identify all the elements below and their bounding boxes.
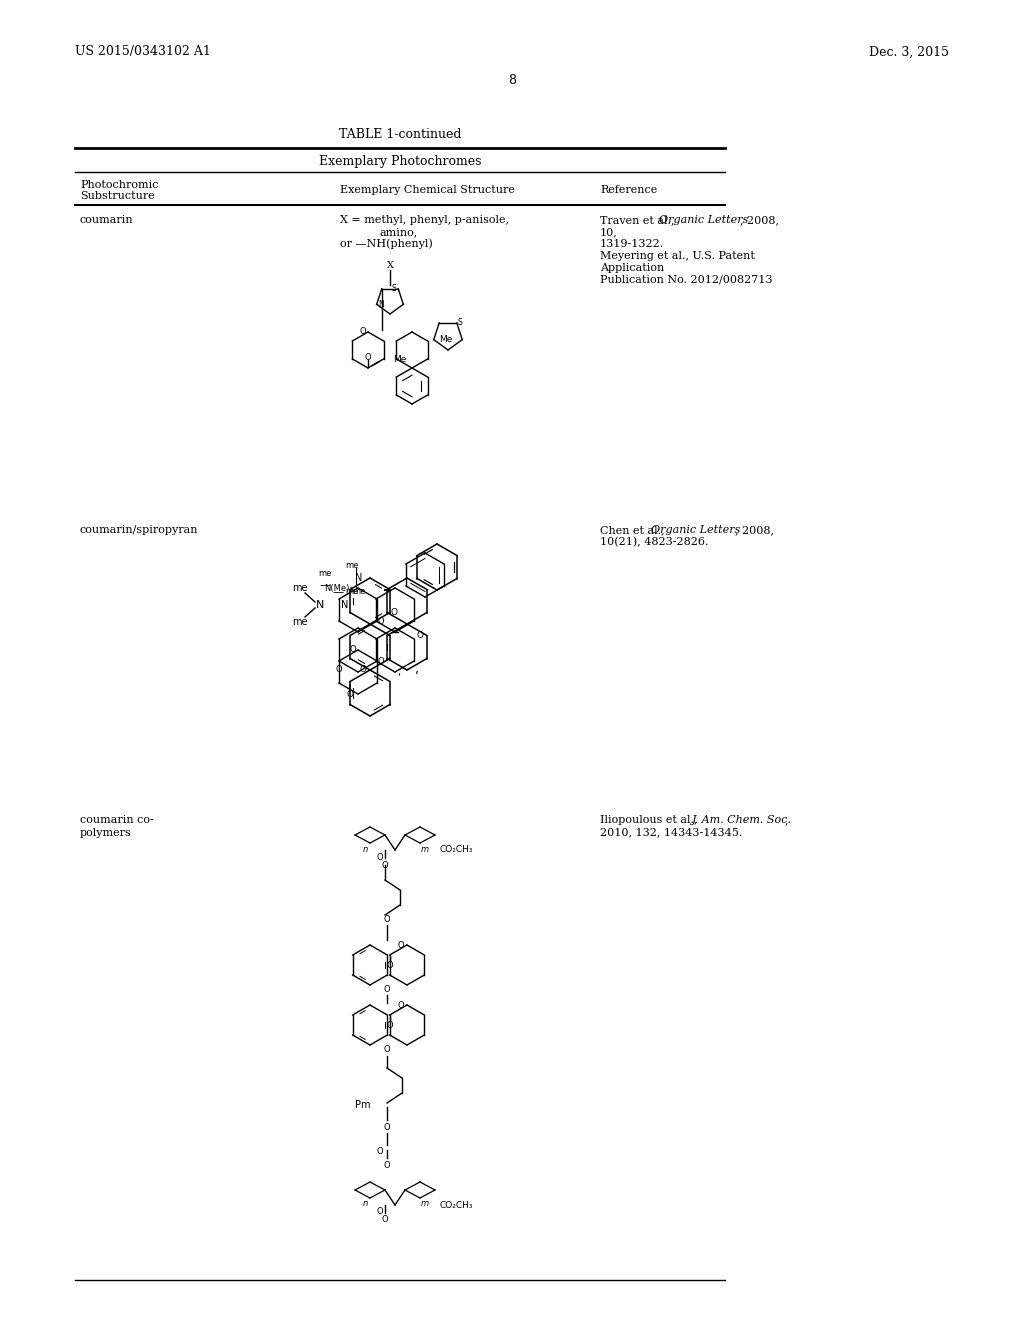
Text: Exemplary Chemical Structure: Exemplary Chemical Structure [340,185,515,195]
Text: O: O [349,645,356,655]
Text: Application: Application [600,263,665,273]
Text: me: me [318,569,332,578]
Text: X = methyl, phenyl, p-anisole,: X = methyl, phenyl, p-anisole, [340,215,509,224]
Text: coumarin: coumarin [80,215,133,224]
Text: —: — [333,587,344,597]
Text: O: O [384,1045,390,1055]
Text: Pm: Pm [355,1100,371,1110]
Text: or —NH(phenyl): or —NH(phenyl) [340,239,433,249]
Text: CO₂CH₃: CO₂CH₃ [440,846,473,854]
Text: Organic Letters: Organic Letters [659,215,749,224]
Text: n: n [362,1200,368,1209]
Text: N: N [341,601,349,610]
Text: polymers: polymers [80,828,132,838]
Text: m: m [421,845,429,854]
Text: Reference: Reference [600,185,657,195]
Text: me: me [292,583,308,593]
Text: O: O [386,1022,393,1031]
Text: , 2008,: , 2008, [735,525,774,535]
Text: coumarin/spiropyran: coumarin/spiropyran [80,525,199,535]
Text: O: O [377,853,383,862]
Text: O: O [397,1001,404,1010]
Text: 10,: 10, [600,227,617,238]
Text: N: N [315,601,325,610]
Text: O: O [397,940,404,949]
Text: me: me [352,587,366,597]
Text: O: O [377,1208,383,1217]
Text: O: O [378,616,385,626]
Text: O: O [382,861,388,870]
Text: O: O [390,609,397,616]
Text: O: O [386,961,393,970]
Text: O: O [384,986,390,994]
Text: me: me [345,586,358,595]
Text: X: X [386,260,393,269]
Text: coumarin co-: coumarin co- [80,814,154,825]
Text: me: me [345,561,358,569]
Text: n: n [362,845,368,854]
Text: 10(21), 4823-2826.: 10(21), 4823-2826. [600,537,709,548]
Text: ,: , [397,667,400,677]
Text: Dec. 3, 2015: Dec. 3, 2015 [869,45,949,58]
Text: O: O [382,1216,388,1225]
Text: O: O [384,1122,390,1131]
Text: m: m [421,1200,429,1209]
Text: me: me [292,616,308,627]
Text: N(Me)₂: N(Me)₂ [325,583,353,593]
Text: , 2008,: , 2008, [740,215,779,224]
Text: Meyering et al., U.S. Patent: Meyering et al., U.S. Patent [600,251,755,261]
Text: Publication No. 2012/0082713: Publication No. 2012/0082713 [600,275,772,285]
Text: Me: Me [438,335,453,345]
Text: N: N [379,300,384,309]
Text: 8: 8 [508,74,516,87]
Text: O: O [360,665,367,675]
Text: 2010, 132, 14343-14345.: 2010, 132, 14343-14345. [600,828,742,837]
Text: O: O [377,1147,383,1156]
Text: amino,: amino, [380,227,418,238]
Text: O: O [359,327,366,337]
Text: Me: Me [393,355,407,364]
Text: O: O [417,631,424,640]
Text: J. Am. Chem. Soc.: J. Am. Chem. Soc. [692,814,792,825]
Text: ,: , [785,814,788,825]
Text: 1319-1322.: 1319-1322. [600,239,665,249]
Text: O: O [378,656,385,665]
Text: O: O [384,1160,390,1170]
Text: Chen et al.,: Chen et al., [600,525,668,535]
Text: O: O [384,915,390,924]
Text: S: S [391,284,396,293]
Text: Photochromic: Photochromic [80,180,159,190]
Text: O: O [346,690,353,700]
Text: Exemplary Photochromes: Exemplary Photochromes [318,156,481,169]
Text: Traven et al.,: Traven et al., [600,215,678,224]
Text: TABLE 1-continued: TABLE 1-continued [339,128,461,141]
Text: CO₂CH₃: CO₂CH₃ [440,1200,473,1209]
Text: O: O [365,352,372,362]
Text: S: S [458,318,463,327]
Text: Iliopoulous et al.,: Iliopoulous et al., [600,814,701,825]
Text: N: N [354,573,362,583]
Text: US 2015/0343102 A1: US 2015/0343102 A1 [75,45,211,58]
Text: —: — [319,579,331,590]
Text: Organic Letters: Organic Letters [651,525,740,535]
Text: Substructure: Substructure [80,191,155,201]
Text: O: O [336,664,342,673]
Text: ,: , [415,664,419,676]
